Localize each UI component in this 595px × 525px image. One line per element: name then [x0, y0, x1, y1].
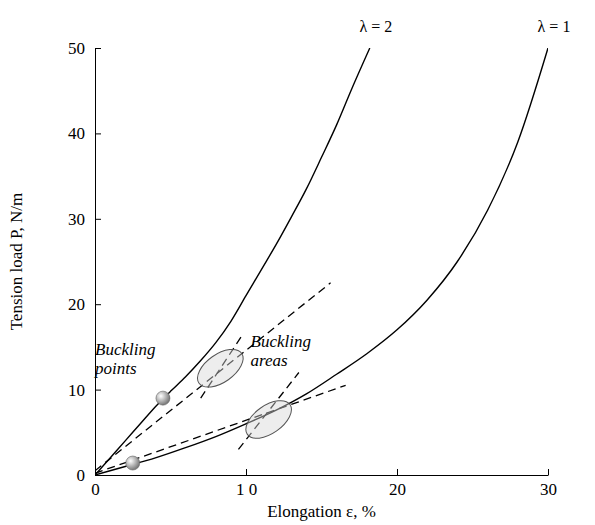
- tangent-line: [95, 385, 346, 473]
- y-tick-label: 10: [68, 381, 85, 400]
- y-tick-label: 30: [68, 210, 85, 229]
- x-axis: 0 1 0 20 30: [91, 469, 557, 499]
- y-axis: 0 10 20 30 40 50: [68, 39, 101, 485]
- y-tick: 40: [68, 124, 101, 143]
- y-tick-label: 0: [77, 466, 86, 485]
- labels: λ = 2 λ = 1 Bucklingpoints Bucklingareas: [94, 18, 570, 378]
- y-tick: 20: [68, 295, 101, 314]
- buckling-area: [191, 342, 250, 395]
- chart: 01 0203001020304050λ = 2λ = 1Bucklingpoi…: [0, 0, 595, 525]
- marks: [95, 48, 548, 475]
- annotation: Bucklingareas: [251, 332, 311, 370]
- y-tick-mark: [95, 133, 101, 134]
- buckling-point: [126, 456, 140, 470]
- x-tick-label: 20: [389, 480, 406, 499]
- x-tick-mark: [397, 469, 398, 475]
- plot-area: 01 0203001020304050λ = 2λ = 1Bucklingpoi…: [68, 18, 570, 499]
- y-tick-label: 50: [68, 39, 85, 58]
- x-tick-label: 1 0: [236, 480, 257, 499]
- buckling-point: [156, 391, 170, 405]
- series-label: λ = 2: [359, 18, 392, 35]
- y-tick-mark: [95, 304, 101, 305]
- y-tick-mark: [95, 475, 101, 476]
- y-tick: 50: [68, 39, 101, 58]
- series-label: λ = 1: [538, 18, 571, 35]
- y-tick-label: 40: [68, 124, 85, 143]
- y-tick-mark: [95, 48, 101, 49]
- x-tick: 30: [540, 469, 557, 499]
- curve: [95, 48, 548, 475]
- y-tick: 10: [68, 381, 101, 400]
- x-tick-mark: [246, 469, 247, 475]
- y-axis-line: [95, 49, 96, 476]
- y-axis-title: Tension load P, N/m: [7, 193, 26, 331]
- curve: [95, 48, 370, 475]
- y-tick-label: 20: [68, 295, 85, 314]
- y-tick-mark: [95, 390, 101, 391]
- y-tick-mark: [95, 219, 101, 220]
- x-tick-label: 0: [91, 480, 100, 499]
- x-tick-mark: [548, 469, 549, 475]
- y-tick: 30: [68, 210, 101, 229]
- buckling-area: [239, 393, 298, 446]
- x-axis-line: [96, 475, 549, 476]
- tangent-line: [238, 373, 298, 450]
- x-tick-label: 30: [540, 480, 557, 499]
- x-tick: 1 0: [236, 469, 257, 499]
- x-axis-title: Elongation ε, %: [267, 502, 376, 521]
- x-tick: 20: [389, 469, 406, 499]
- annotation: Bucklingpoints: [94, 340, 155, 378]
- tangent-line: [95, 283, 331, 471]
